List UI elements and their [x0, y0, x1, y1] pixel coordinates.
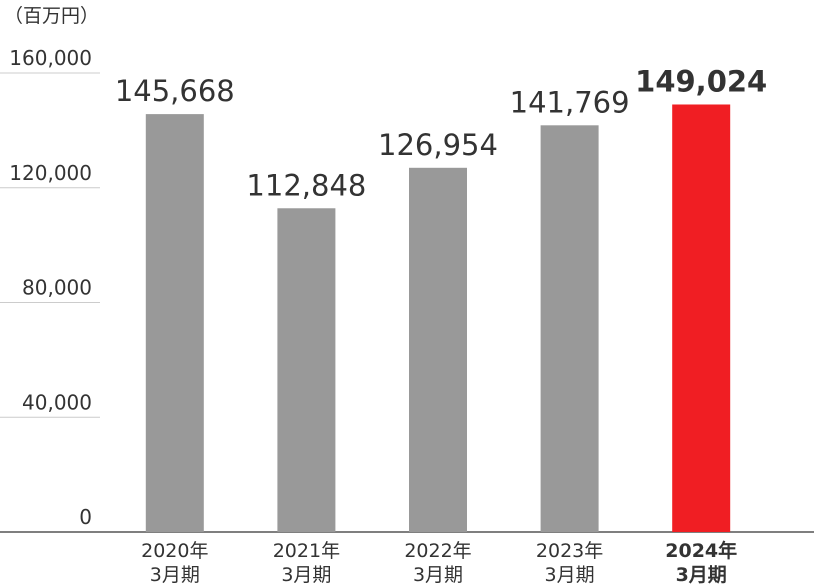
y-tick-label: 160,000	[9, 46, 92, 70]
y-tick-label: 120,000	[9, 161, 92, 185]
y-tick-label: 0	[79, 505, 92, 529]
x-tick-label: 2020年	[141, 540, 208, 562]
y-tick-label: 80,000	[22, 276, 92, 300]
x-tick-label: 2022年	[404, 540, 471, 562]
value-label: 145,668	[115, 74, 235, 108]
value-label: 112,848	[246, 168, 366, 202]
x-tick-label: 2021年	[273, 540, 340, 562]
bar	[277, 208, 336, 532]
value-label: 141,769	[510, 85, 630, 119]
y-axis-unit: （百万円）	[4, 5, 99, 27]
value-label: 126,954	[378, 128, 498, 162]
value-label: 149,024	[635, 64, 767, 98]
y-tick-label: 40,000	[22, 390, 92, 414]
bar	[540, 125, 599, 533]
bar	[145, 114, 204, 532]
bar	[672, 104, 731, 532]
x-tick-label: 2024年	[665, 539, 737, 562]
x-tick-label: 3月期	[413, 564, 463, 586]
x-tick-label: 3月期	[150, 564, 200, 586]
x-tick-label: 3月期	[676, 564, 727, 586]
x-tick-label: 3月期	[545, 564, 595, 586]
x-tick-label: 2023年	[536, 540, 603, 562]
x-tick-label: 3月期	[281, 564, 331, 586]
bar	[409, 167, 467, 532]
